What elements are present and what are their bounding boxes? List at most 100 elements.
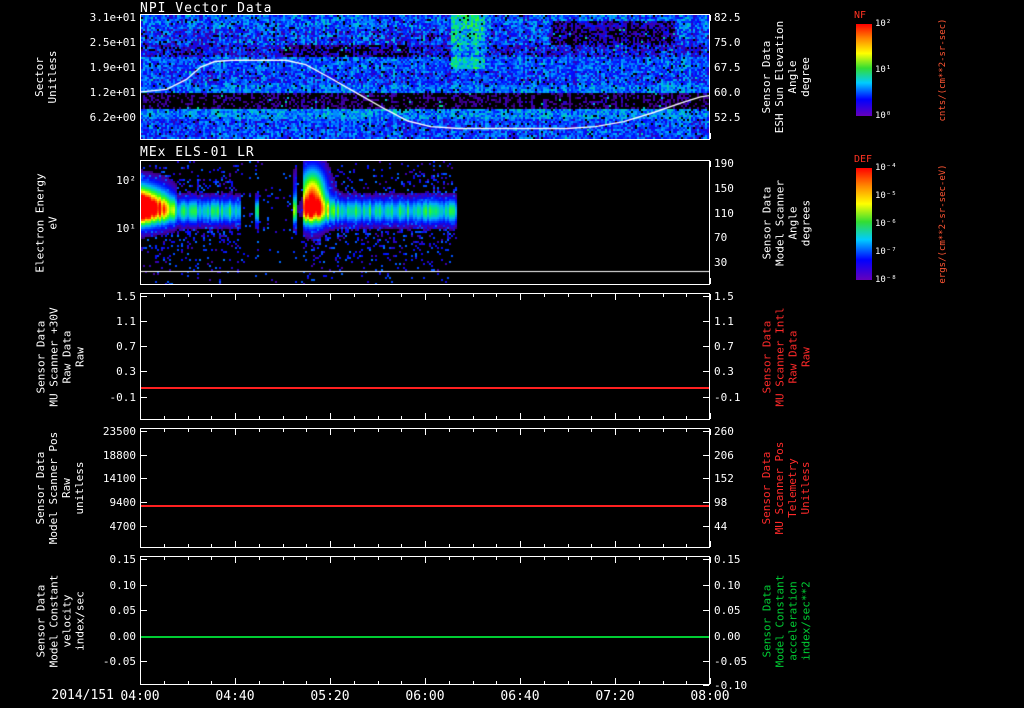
colorbar-tick-label: 10⁻⁵ xyxy=(875,191,897,201)
y-tick-label-left: 0.00 xyxy=(109,629,137,643)
x-minor-tick xyxy=(211,681,213,684)
x-major-tick xyxy=(235,557,236,563)
x-minor-tick xyxy=(163,681,165,684)
colorbar-tick-label: 10⁻⁶ xyxy=(875,219,897,229)
x-minor-tick xyxy=(448,544,450,547)
x-major-tick xyxy=(330,294,331,300)
y-tick-right xyxy=(703,502,709,504)
x-minor-tick xyxy=(472,544,474,547)
x-major-tick xyxy=(235,413,236,419)
y-tick-label-right: 44 xyxy=(714,519,728,533)
x-major-tick xyxy=(235,294,236,300)
x-minor-tick xyxy=(306,429,308,432)
x-minor-tick xyxy=(401,429,403,432)
panel-box-1 xyxy=(140,14,710,140)
y-tick-left xyxy=(141,296,147,298)
x-minor-tick xyxy=(306,544,308,547)
y-tick-left xyxy=(141,346,147,348)
y-tick-label-right: 52.5 xyxy=(714,110,741,124)
x-tick-label: 06:40 xyxy=(500,689,540,704)
x-major-tick xyxy=(140,161,141,167)
y-tick-right xyxy=(703,296,709,298)
y-tick-left xyxy=(141,661,147,663)
y-tick-label-left: 10¹ xyxy=(116,222,136,235)
y-tick-label-left: 9400 xyxy=(109,496,137,510)
panel1-title: NPI Vector Data xyxy=(140,1,273,16)
y-tick-label-left: -0.1 xyxy=(109,390,137,404)
panel-box-5 xyxy=(140,556,710,685)
x-minor-tick xyxy=(686,429,688,432)
x-minor-tick xyxy=(543,544,545,547)
x-minor-tick xyxy=(258,416,260,419)
x-major-tick xyxy=(615,429,616,435)
x-major-tick xyxy=(520,429,521,435)
y-axis-label-1: Sector Unitless xyxy=(33,14,59,140)
y-tick-label-right: 0.7 xyxy=(714,340,734,354)
x-major-tick xyxy=(425,429,426,435)
y-tick-right xyxy=(703,454,709,456)
x-minor-tick xyxy=(448,294,450,297)
x-minor-tick xyxy=(567,544,569,547)
axis-label-line: MU Scanner Intl xyxy=(773,306,786,407)
x-minor-tick xyxy=(567,416,569,419)
x-major-tick xyxy=(140,294,141,300)
x-major-tick xyxy=(140,678,141,684)
y-tick-label-right: 0.10 xyxy=(714,578,741,592)
x-minor-tick xyxy=(211,429,213,432)
colorbar-tick-label: 10¹ xyxy=(875,65,892,75)
x-major-tick xyxy=(140,15,141,21)
y-tick-label-right: 190 xyxy=(714,157,734,171)
x-major-tick xyxy=(710,133,711,139)
y-tick-label-left: 0.3 xyxy=(116,365,136,379)
x-minor-tick xyxy=(543,294,545,297)
colorbar-tick-label: 10⁻⁴ xyxy=(875,163,897,173)
x-minor-tick xyxy=(187,544,189,547)
x-major-tick xyxy=(615,294,616,300)
y-tick-left xyxy=(141,584,147,586)
x-major-tick xyxy=(615,678,616,684)
right-axis-label-3: Sensor Data MU Scanner Intl Raw Data Raw xyxy=(760,293,812,420)
x-minor-tick xyxy=(282,294,284,297)
x-minor-tick xyxy=(662,294,664,297)
x-minor-tick xyxy=(472,681,474,684)
y-tick-label-right: 1.1 xyxy=(714,315,734,329)
axis-label-line: Electron Energy xyxy=(33,172,46,273)
right-axis-label-4: Sensor Data MU Scanner Pos Telemetry Unitle… xyxy=(760,428,812,548)
colorbar-title: DEF xyxy=(854,154,873,165)
x-minor-tick xyxy=(662,416,664,419)
x-tick-label: 04:40 xyxy=(215,689,255,704)
y-tick-right xyxy=(703,525,709,527)
x-major-tick xyxy=(330,557,331,563)
panel-box-4 xyxy=(140,428,710,548)
x-minor-tick xyxy=(163,544,165,547)
panel2-title: MEx ELS-01 LR xyxy=(140,145,255,160)
x-minor-tick xyxy=(282,681,284,684)
axis-label-line: ESH Sun Elevation xyxy=(773,20,786,134)
x-major-tick xyxy=(520,678,521,684)
x-minor-tick xyxy=(448,416,450,419)
axis-label-line: Angle xyxy=(786,205,799,240)
x-minor-tick xyxy=(353,681,355,684)
x-minor-tick xyxy=(353,416,355,419)
colorbar-unit: ergs/(cm**2-sr-sec-eV) xyxy=(938,164,948,284)
y-tick-label-right: -0.10 xyxy=(714,679,748,692)
x-minor-tick xyxy=(306,681,308,684)
x-minor-tick xyxy=(591,416,593,419)
x-minor-tick xyxy=(638,429,640,432)
x-minor-tick xyxy=(591,557,593,560)
npi-spectrogram-canvas xyxy=(141,15,709,139)
y-tick-label-left: 0.15 xyxy=(109,553,137,567)
y-tick-label-right: 110 xyxy=(714,206,734,220)
y-axis-label-4: Sensor Data Model Scanner Pos Raw unitless xyxy=(34,428,86,548)
right-axis-label-1: Sensor Data ESH Sun Elevation Angle degree xyxy=(760,14,812,140)
x-major-tick xyxy=(520,541,521,547)
y-tick-label-right: 75.0 xyxy=(714,36,741,50)
axis-label-line: Sector xyxy=(33,57,46,97)
y-tick-label-right: -0.1 xyxy=(714,390,741,404)
x-minor-tick xyxy=(567,429,569,432)
x-minor-tick xyxy=(591,294,593,297)
x-minor-tick xyxy=(448,429,450,432)
x-major-tick xyxy=(425,541,426,547)
x-minor-tick xyxy=(401,557,403,560)
